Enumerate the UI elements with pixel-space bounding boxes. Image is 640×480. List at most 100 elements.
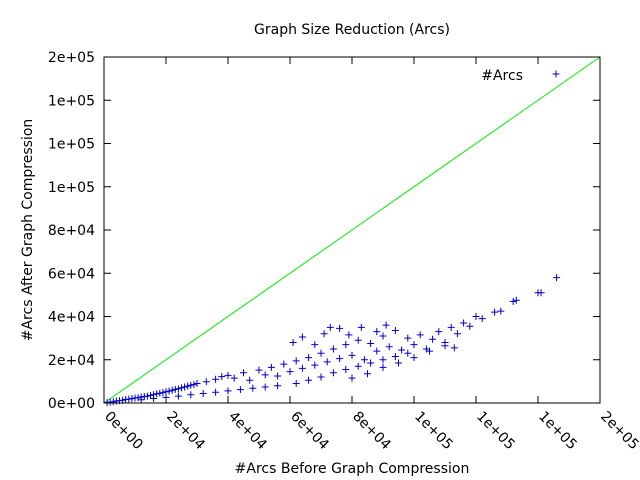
data-point xyxy=(379,363,387,371)
data-point xyxy=(429,335,437,343)
x-tick-label: 6e+04 xyxy=(287,409,332,454)
data-point xyxy=(447,323,455,331)
data-point xyxy=(348,374,356,382)
data-point xyxy=(202,378,210,386)
data-point xyxy=(236,386,244,394)
data-point xyxy=(199,389,207,397)
y-tick-label: 1e+05 xyxy=(48,137,95,153)
data-point xyxy=(274,382,282,390)
data-point xyxy=(181,383,189,391)
data-point xyxy=(460,319,468,327)
scatter-points xyxy=(103,274,561,407)
data-point xyxy=(150,394,158,402)
x-tick-label: 4e+04 xyxy=(225,409,270,454)
data-point xyxy=(382,321,390,329)
data-point xyxy=(212,375,220,383)
data-point xyxy=(174,385,182,393)
data-point xyxy=(109,398,117,406)
data-point xyxy=(171,385,179,393)
data-point xyxy=(298,364,306,372)
data-point xyxy=(367,340,375,348)
data-point xyxy=(156,389,164,397)
data-point xyxy=(329,345,337,353)
data-point xyxy=(246,376,254,384)
data-point xyxy=(478,315,486,323)
data-point xyxy=(345,331,353,339)
x-tick-label: 1e+05 xyxy=(535,409,580,454)
data-point xyxy=(305,376,313,384)
data-point xyxy=(286,368,294,376)
data-point xyxy=(305,354,313,362)
data-point xyxy=(165,387,173,395)
data-point xyxy=(193,380,201,388)
x-tick-label: 8e+04 xyxy=(349,409,394,454)
data-point xyxy=(410,341,418,349)
data-point xyxy=(472,313,480,320)
data-point xyxy=(404,349,412,357)
data-point xyxy=(342,341,350,349)
data-point xyxy=(174,392,182,400)
y-tick-label: 2e+05 xyxy=(48,50,95,66)
data-point xyxy=(410,354,418,362)
data-point xyxy=(395,359,402,367)
data-point xyxy=(224,371,232,379)
data-point xyxy=(357,323,365,331)
data-point xyxy=(426,347,433,355)
x-tick-label: 0e+00 xyxy=(101,409,146,454)
data-point xyxy=(230,374,238,382)
data-point xyxy=(416,331,424,339)
data-point xyxy=(360,356,368,364)
data-point xyxy=(280,360,288,368)
data-point xyxy=(329,369,337,377)
data-point xyxy=(162,393,170,401)
data-point xyxy=(317,349,325,357)
data-point xyxy=(298,333,306,341)
data-point xyxy=(261,383,269,391)
data-point xyxy=(240,369,247,377)
data-point xyxy=(255,366,263,374)
data-point xyxy=(336,355,344,363)
data-point xyxy=(292,357,300,365)
data-point xyxy=(311,341,319,349)
legend: #Arcs xyxy=(481,68,560,84)
data-point xyxy=(292,380,300,388)
data-point xyxy=(224,387,232,395)
data-point xyxy=(441,338,449,346)
y-tick-label: 2e+04 xyxy=(48,353,95,369)
data-point xyxy=(249,384,257,392)
data-point xyxy=(147,391,154,399)
legend-marker xyxy=(552,70,560,78)
data-point xyxy=(128,395,136,403)
y-tick-label: 1e+05 xyxy=(48,93,95,109)
data-point xyxy=(379,332,387,340)
plot-area xyxy=(103,56,601,407)
data-point xyxy=(553,274,561,282)
legend-marker-symbol xyxy=(552,70,560,78)
diagonal-reference-line xyxy=(103,56,601,404)
x-tick-label: 1e+05 xyxy=(411,409,456,454)
legend-label: #Arcs xyxy=(481,68,523,84)
data-point xyxy=(289,338,297,346)
x-tick-label: 2e+04 xyxy=(163,409,208,454)
data-point xyxy=(159,389,167,397)
data-point xyxy=(320,330,328,338)
y-tick-label: 8e+04 xyxy=(48,223,95,239)
data-point xyxy=(367,359,375,367)
data-point xyxy=(261,371,269,379)
data-point xyxy=(466,322,474,330)
data-point xyxy=(385,343,393,351)
data-point xyxy=(342,365,350,373)
data-point xyxy=(311,361,319,369)
data-point xyxy=(491,308,499,316)
chart-title: Graph Size Reduction (Arcs) xyxy=(254,22,450,38)
data-point xyxy=(509,297,517,305)
data-point xyxy=(274,372,282,380)
y-axis-label: #Arcs After Graph Compression xyxy=(20,119,36,342)
data-point xyxy=(364,370,371,378)
data-point xyxy=(391,353,399,361)
data-point xyxy=(354,362,362,370)
data-point xyxy=(398,346,406,354)
data-point xyxy=(450,344,458,352)
data-point xyxy=(153,390,161,398)
